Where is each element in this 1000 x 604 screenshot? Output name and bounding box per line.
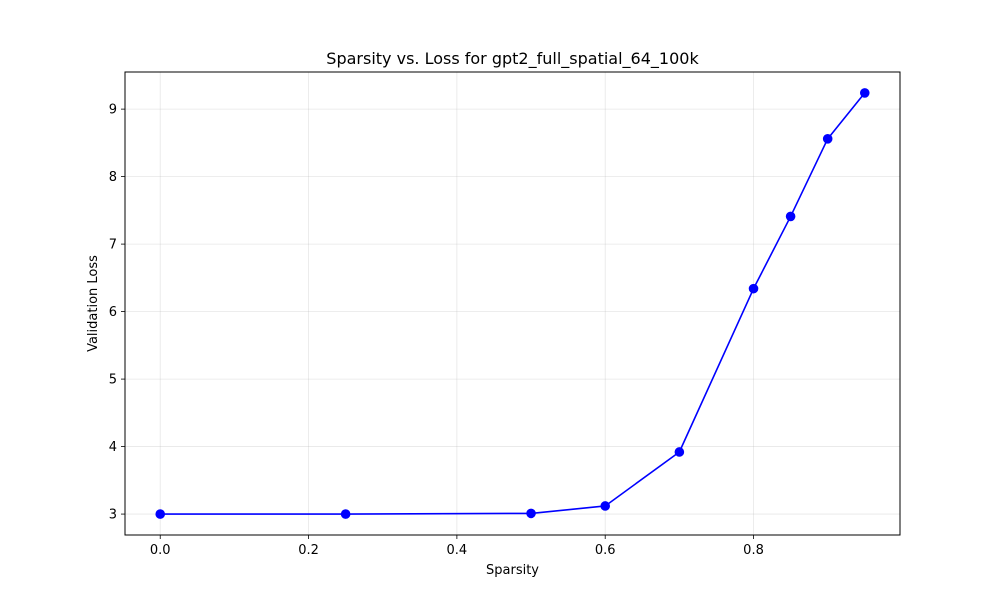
- y-tick-label: 7: [109, 238, 117, 253]
- data-point: [155, 509, 166, 519]
- y-tick-label: 6: [109, 305, 117, 320]
- data-point: [785, 211, 796, 222]
- y-tick-label: 3: [109, 508, 117, 523]
- y-tick-label: 8: [109, 170, 117, 185]
- tick-labels: 0.0 0.2 0.4 0.6 0.8 3 4 5 6 7 8 9: [109, 103, 764, 558]
- x-tick-label: 0.8: [743, 543, 764, 558]
- axes: [121, 71, 901, 539]
- data-point: [340, 509, 351, 519]
- data-point: [674, 447, 685, 457]
- series-path: [160, 92, 866, 515]
- data-point: [859, 88, 870, 98]
- x-axis-label: Sparsity: [486, 563, 539, 578]
- y-tick-label: 9: [109, 103, 117, 118]
- y-tick-label: 5: [109, 373, 117, 388]
- series-line: [155, 88, 870, 519]
- y-axis-label: Validation Loss: [86, 255, 101, 352]
- data-point: [822, 134, 833, 144]
- data-point: [526, 508, 536, 519]
- grid-lines: [125, 72, 900, 535]
- x-tick-label: 0.0: [150, 543, 171, 558]
- x-tick-label: 0.2: [298, 543, 319, 558]
- y-tick-label: 4: [109, 440, 117, 455]
- data-point: [748, 283, 759, 294]
- x-tick-label: 0.4: [447, 543, 468, 558]
- chart-title: Sparsity vs. Loss for gpt2_full_spatial_…: [326, 49, 699, 69]
- data-point: [600, 501, 611, 511]
- x-tick-label: 0.6: [595, 543, 616, 558]
- plot-frame: [124, 71, 901, 536]
